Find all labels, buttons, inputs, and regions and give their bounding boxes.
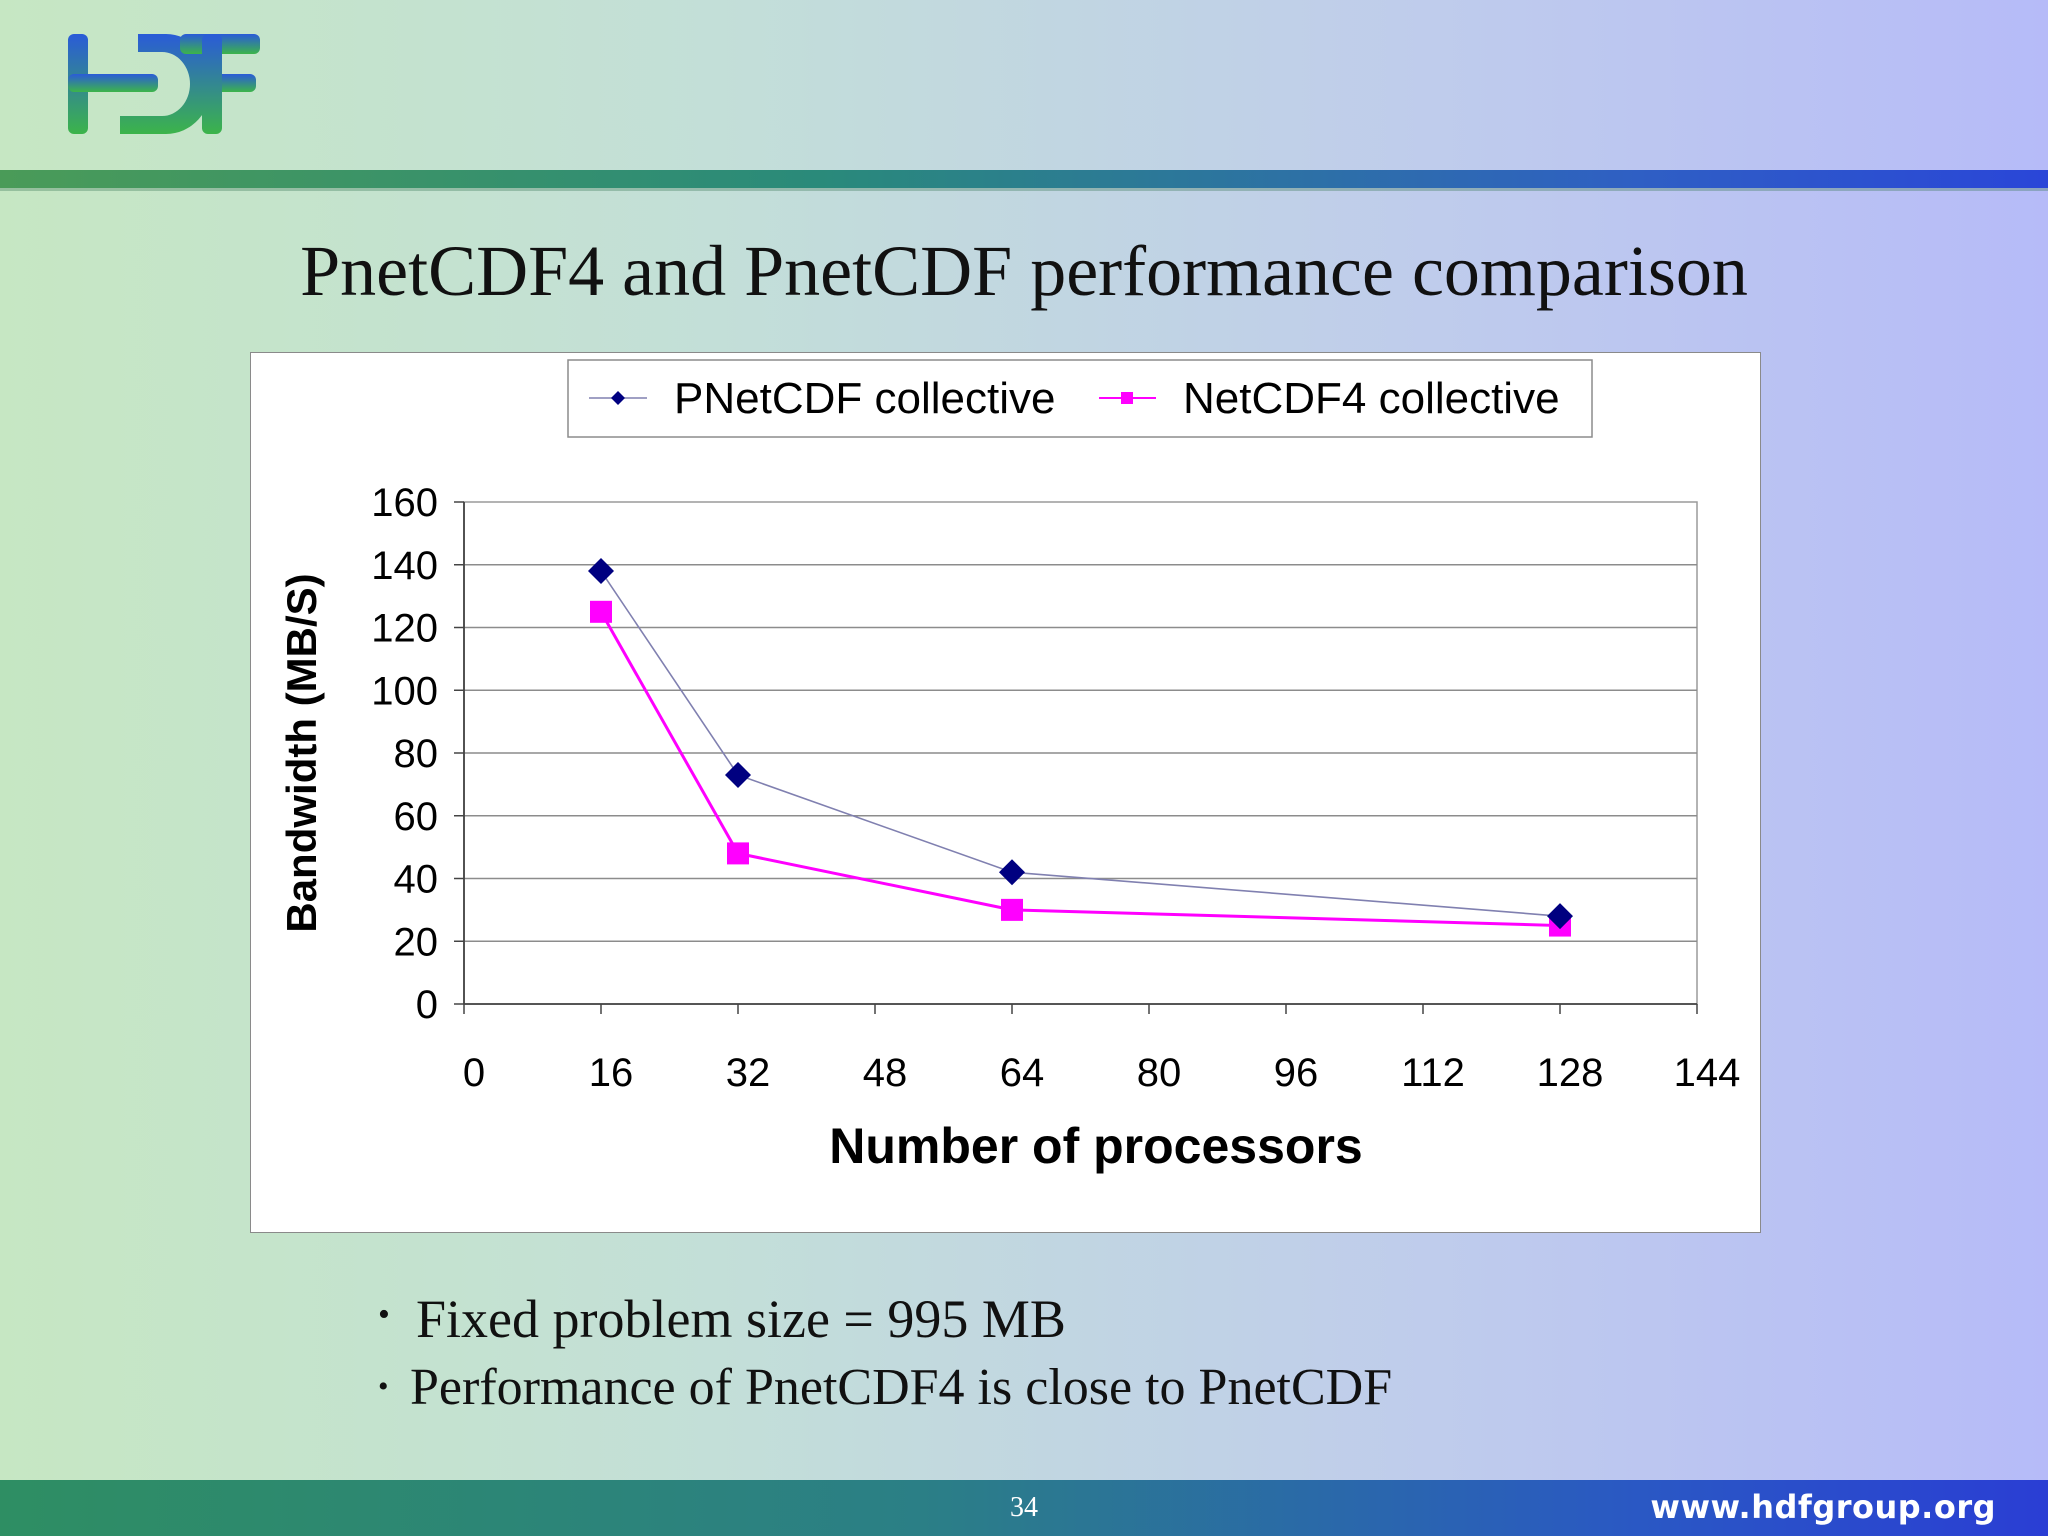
bullet-text: Performance of PnetCDF4 is close to Pnet… xyxy=(410,1359,1393,1416)
page-number: 34 xyxy=(1010,1492,1038,1523)
data-point-square xyxy=(727,842,749,865)
x-tick-label: 0 xyxy=(463,1051,485,1095)
hdf-logo xyxy=(68,34,260,134)
bullet-icon: • xyxy=(378,1296,390,1333)
bullet-text: Fixed problem size = 995 MB xyxy=(416,1289,1066,1349)
y-tick-label: 80 xyxy=(394,732,439,776)
legend-marker-square xyxy=(1121,392,1133,404)
x-tick-label: 80 xyxy=(1137,1051,1182,1095)
legend-box xyxy=(567,359,1593,438)
x-tick-label: 112 xyxy=(1401,1051,1465,1095)
data-point-diamond xyxy=(725,761,751,788)
y-tick-label: 100 xyxy=(371,669,438,713)
x-tick-label: 64 xyxy=(1000,1051,1045,1095)
x-tick-label: 128 xyxy=(1537,1051,1604,1095)
y-axis-title: Bandwidth (MB/S) xyxy=(278,573,325,932)
data-point-diamond xyxy=(588,558,614,585)
slide-title: PnetCDF4 and PnetCDF performance compari… xyxy=(300,231,1748,311)
y-tick-label: 20 xyxy=(394,920,439,964)
y-tick-label: 140 xyxy=(371,544,438,588)
x-tick-label: 96 xyxy=(1274,1051,1319,1095)
legend-marker-diamond xyxy=(611,391,625,405)
legend-label: PNetCDF collective xyxy=(674,374,1055,423)
data-point-square xyxy=(1001,898,1023,921)
x-tick-label: 16 xyxy=(589,1051,634,1095)
y-tick-label: 40 xyxy=(394,858,439,902)
y-tick-label: 0 xyxy=(416,983,438,1027)
x-axis-title: Number of processors xyxy=(829,1118,1362,1174)
header-stripe xyxy=(0,170,2048,191)
y-tick-label: 120 xyxy=(371,607,438,651)
x-tick-label: 32 xyxy=(726,1051,771,1095)
x-tick-label: 48 xyxy=(863,1051,908,1095)
y-tick-label: 160 xyxy=(371,481,438,525)
data-point-diamond xyxy=(999,859,1025,886)
y-tick-label: 60 xyxy=(394,795,439,839)
chart-container: 0 20 40 60 80 100 120 140 160 0 16 32 48 64 80 96 112 128… xyxy=(250,352,1761,1233)
footer-bar: 34 www.hdfgroup.org xyxy=(0,1480,2048,1536)
series-line-netcdf4 xyxy=(599,611,1561,928)
data-point-diamond xyxy=(1547,903,1573,930)
series-line-pnetcdf xyxy=(600,570,1561,917)
website-url[interactable]: www.hdfgroup.org xyxy=(1650,1488,1996,1526)
x-tick-label: 144 xyxy=(1674,1051,1741,1095)
line-chart: 0 20 40 60 80 100 120 140 160 0 16 32 48 64 80 96 112 128… xyxy=(278,359,1741,1174)
legend-label: NetCDF4 collective xyxy=(1183,374,1560,423)
data-point-square xyxy=(590,600,612,623)
bullet-icon: • xyxy=(378,1370,389,1403)
